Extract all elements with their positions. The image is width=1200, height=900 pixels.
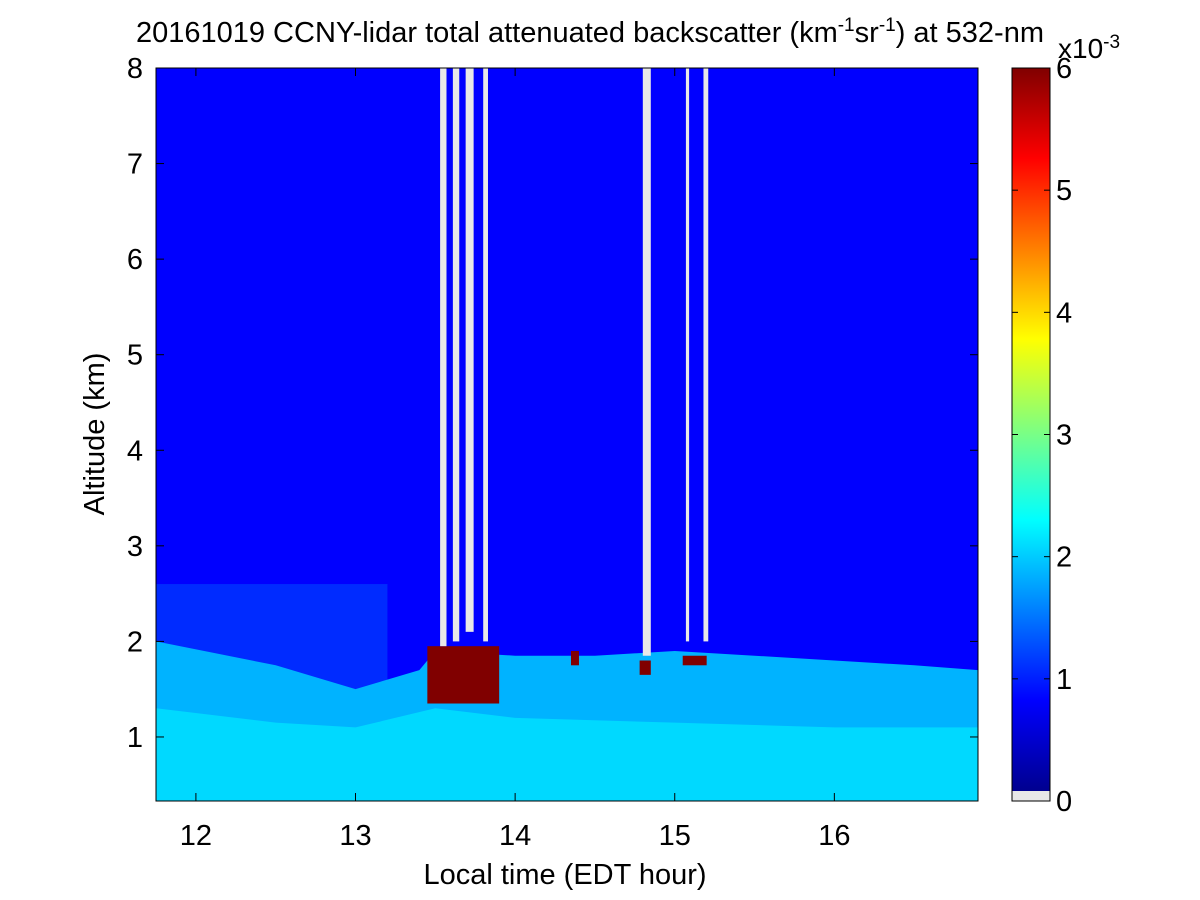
x-tick-label: 15	[659, 820, 691, 852]
plot-area	[155, 67, 979, 802]
signal-blocked-column	[440, 68, 447, 647]
colorbar: 0 1 2 3 4 5 6 x10-3	[1011, 32, 1120, 818]
colorbar-tick-label: 6	[1056, 53, 1072, 85]
colorbar-multiplier: x10-3	[1058, 32, 1120, 64]
colorbar-gradient	[1012, 68, 1050, 791]
y-tick-label: 4	[127, 435, 143, 467]
x-tick-label: 14	[499, 820, 531, 852]
y-tick-label: 7	[127, 149, 143, 181]
y-tick-label: 5	[127, 340, 143, 372]
signal-blocked-column	[465, 68, 474, 632]
cloud-base-patch	[427, 646, 500, 704]
y-tick-label: 2	[127, 626, 143, 658]
colorbar-tick-label: 1	[1056, 664, 1072, 696]
colorbar-below-range	[1012, 791, 1050, 801]
cloud-base-patch	[570, 650, 579, 666]
cloud-base-patch	[682, 655, 707, 666]
colorbar-tick-label: 0	[1056, 786, 1072, 818]
y-tick-label: 1	[127, 722, 143, 754]
surface-layer	[156, 708, 978, 801]
signal-blocked-column	[685, 68, 690, 642]
y-tick-label: 8	[127, 53, 143, 85]
x-axis-label: Local time (EDT hour)	[423, 859, 706, 891]
x-axis: 12 13 14 15 16	[180, 68, 850, 852]
y-axis-label: Altitude (km)	[79, 353, 111, 516]
signal-blocked-column	[483, 68, 488, 642]
x-tick-label: 13	[339, 820, 371, 852]
x-tick-label: 16	[818, 820, 850, 852]
colorbar-tick-label: 3	[1056, 420, 1072, 452]
signal-blocked-column	[452, 68, 460, 642]
y-axis: 1 2 3 4 5 6 7 8	[127, 53, 978, 754]
colorbar-tick-label: 5	[1056, 175, 1072, 207]
signal-blocked-column	[642, 68, 651, 656]
signal-blocked-column	[703, 68, 709, 642]
y-tick-label: 3	[127, 531, 143, 563]
colorbar-tick-label: 2	[1056, 542, 1072, 574]
chart-title: 20161019 CCNY-lidar total attenuated bac…	[136, 15, 1044, 49]
y-tick-label: 6	[127, 244, 143, 276]
colorbar-tick-label: 4	[1056, 297, 1072, 329]
plot-frame	[155, 67, 979, 802]
cloud-base-patch	[639, 660, 651, 675]
x-tick-label: 12	[180, 820, 212, 852]
